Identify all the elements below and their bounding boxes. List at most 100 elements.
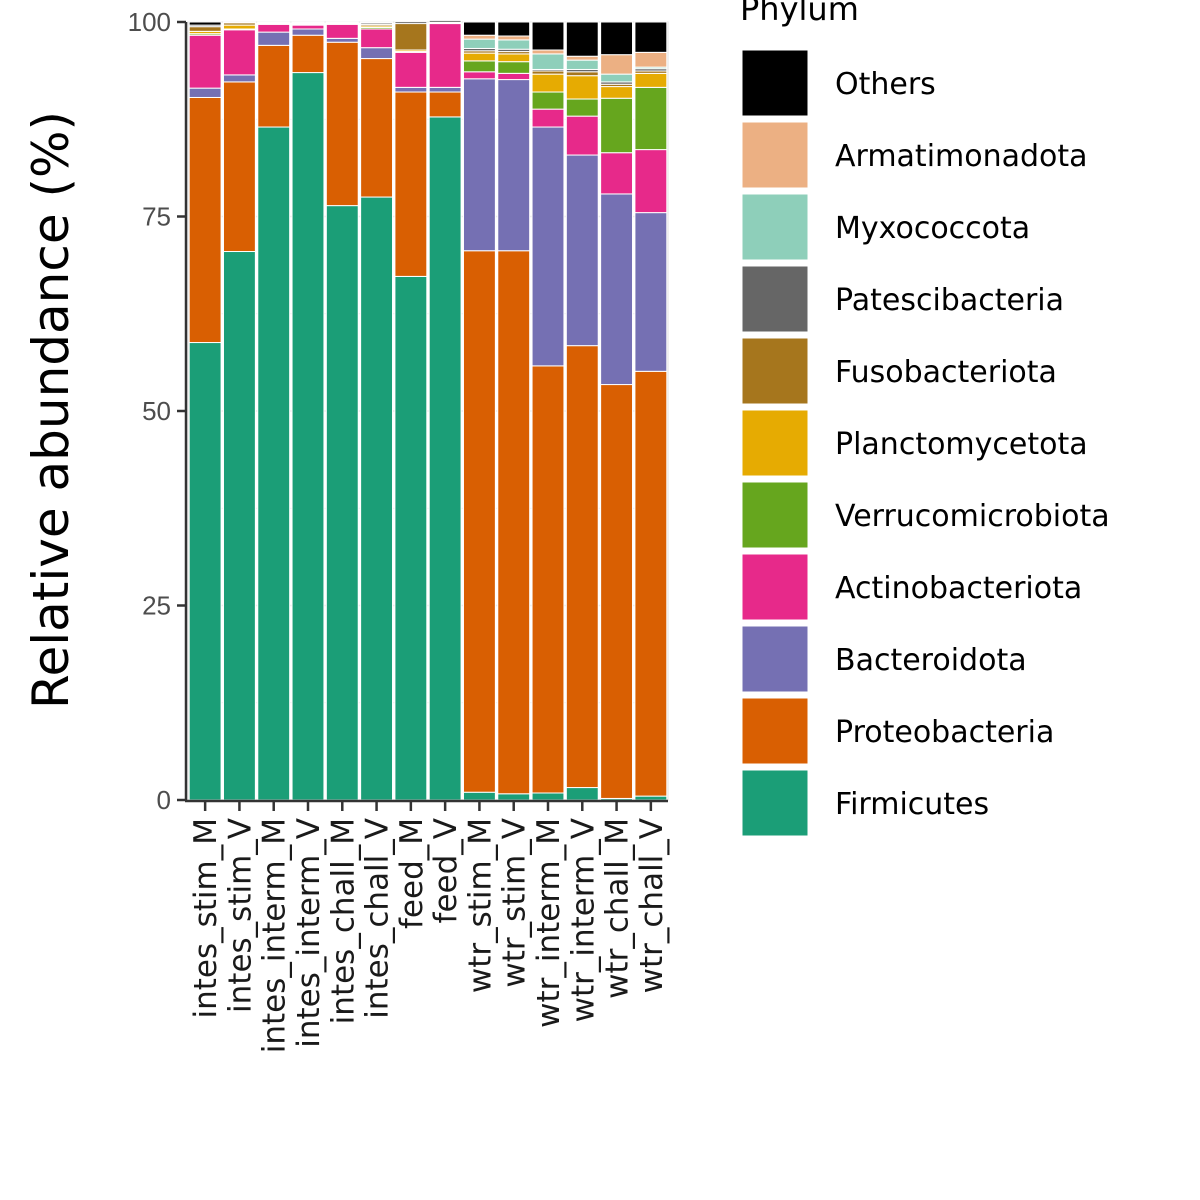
bar-segment-planctomycetota (222, 24, 256, 30)
bar-segment-others (462, 21, 496, 36)
bar-segment-proteobacteria (222, 81, 256, 253)
bar-segment-firmicutes (257, 126, 291, 801)
x-tick-label: wtr_interm_V (565, 818, 601, 1022)
legend-key (741, 625, 809, 693)
y-tick-label: 25 (142, 591, 171, 621)
legend-item-bacteroidota: Bacteroidota (741, 625, 1027, 693)
legend-item-verrucomicrobiota: Verrucomicrobiota (741, 481, 1110, 549)
bar-segment-fusobacteriota (565, 71, 599, 77)
bar-segment-verrucomicrobiota (462, 60, 496, 73)
bar-segment-bacteroidota (497, 79, 531, 252)
bar-segment-others (291, 21, 325, 24)
bar-segment-bacteroidota (222, 74, 256, 83)
bar-segment-others (565, 21, 599, 57)
x-tick-label: intes_chall_V (360, 818, 396, 1019)
bar-group-intes-interm-m (257, 21, 291, 801)
bar-segment-armatimonadota (462, 34, 496, 40)
legend-item-actinobacteriota: Actinobacteriota (741, 553, 1082, 621)
legend-item-proteobacteria: Proteobacteria (741, 697, 1054, 765)
bar-segment-others (188, 21, 222, 26)
bar-segment-planctomycetota (634, 72, 668, 88)
bar-segment-actinobacteriota (634, 149, 668, 214)
bar-segment-verrucomicrobiota (531, 91, 565, 110)
legend-key (741, 553, 809, 621)
bar-segment-firmicutes (325, 205, 359, 801)
bar-group-intes-stim-m (188, 21, 222, 801)
bar-segment-proteobacteria (394, 91, 428, 277)
bar-segment-fusobacteriota (188, 26, 222, 32)
bar-segment-planctomycetota (600, 86, 634, 99)
legend-item-firmicutes: Firmicutes (741, 769, 989, 837)
bar-segment-firmicutes (291, 72, 325, 801)
bar-segment-firmicutes (360, 196, 394, 801)
legend-label: Fusobacteriota (835, 355, 1057, 390)
bar-group-wtr-interm-v (565, 21, 599, 801)
x-tick-label: wtr_stim_M (462, 818, 498, 993)
bar-group-intes-stim-v (222, 21, 256, 801)
bar-segment-actinobacteriota (325, 23, 359, 39)
bar-segment-planctomycetota (531, 73, 565, 93)
bar-group-intes-chall-v (360, 21, 394, 801)
x-tick-label: wtr_stim_V (497, 818, 533, 988)
bar-segment-firmicutes (634, 795, 668, 801)
bar-segment-proteobacteria (565, 345, 599, 789)
legend-key (741, 121, 809, 189)
legend-label: Planctomycetota (835, 427, 1088, 462)
bar-segment-firmicutes (497, 793, 531, 801)
bar-segment-others (428, 19, 462, 23)
x-tick-label: wtr_chall_V (634, 818, 670, 993)
legend-item-myxococcota: Myxococcota (741, 193, 1030, 261)
legend-key (741, 265, 809, 333)
legend-label: Verrucomicrobiota (835, 499, 1110, 534)
bar-segment-planctomycetota (497, 53, 531, 63)
x-tick-label: wtr_interm_M (531, 818, 567, 1028)
x-tick-label: wtr_chall_M (600, 818, 636, 999)
bar-segment-actinobacteriota (428, 23, 462, 88)
y-tick-label: 50 (142, 396, 171, 426)
bar-segment-armatimonadota (497, 35, 531, 41)
x-tick-label: intes_interm_M (257, 818, 293, 1053)
bar-segment-myxococcota (497, 39, 531, 50)
legend-label: Bacteroidota (835, 643, 1027, 678)
bar-segment-actinobacteriota (531, 108, 565, 128)
legend-key (741, 769, 809, 837)
bar-segment-proteobacteria (360, 58, 394, 198)
bar-group-feed-m (394, 21, 428, 801)
bar-segment-others (497, 21, 531, 37)
bar-segment-myxococcota (600, 73, 634, 83)
bar-segment-proteobacteria (291, 34, 325, 74)
bar-group-wtr-stim-m (462, 21, 496, 801)
bar-segment-others (634, 21, 668, 53)
legend-key (741, 337, 809, 405)
x-tick-label: feed_M (394, 818, 430, 929)
bar-segment-actinobacteriota (291, 24, 325, 30)
bar-segment-firmicutes (428, 116, 462, 801)
x-tick-labels: intes_stim_Mintes_stim_Vintes_interm_Min… (188, 802, 670, 1053)
bar-segment-bacteroidota (325, 37, 359, 43)
bar-segment-proteobacteria (531, 365, 565, 794)
x-tick-label: intes_interm_V (291, 818, 327, 1048)
legend-label: Actinobacteriota (835, 571, 1082, 606)
bar-group-wtr-chall-m (600, 21, 634, 801)
y-tick-label: 100 (128, 7, 171, 37)
bar-segment-actinobacteriota (497, 72, 531, 81)
legend-item-planctomycetota: Planctomycetota (741, 409, 1088, 477)
bar-group-wtr-interm-m (531, 21, 565, 801)
y-tick-label: 0 (157, 785, 171, 815)
bar-segment-others (531, 21, 565, 51)
bar-segment-proteobacteria (497, 250, 531, 795)
bar-segment-others (257, 21, 291, 24)
legend-key (741, 49, 809, 117)
bar-segment-others (325, 21, 359, 24)
bar-segment-proteobacteria (600, 384, 634, 799)
bars (188, 19, 668, 801)
x-tick-label: intes_stim_M (188, 818, 224, 1019)
bar-segment-armatimonadota (565, 55, 599, 61)
bar-segment-bacteroidota (428, 86, 462, 93)
legend-key (741, 481, 809, 549)
bar-segment-bacteroidota (291, 28, 325, 36)
bar-segment-patescibacteria (222, 21, 256, 24)
bar-segment-proteobacteria (634, 370, 668, 797)
bar-segment-bacteroidota (565, 154, 599, 347)
